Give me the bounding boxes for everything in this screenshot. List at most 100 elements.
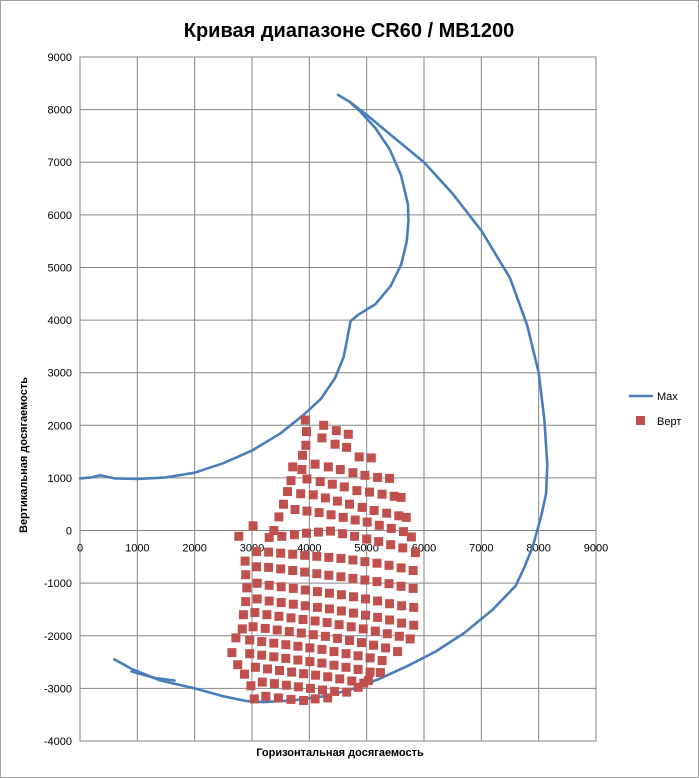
data-point-vert (372, 558, 382, 568)
y-tick-label: 2000 (48, 420, 72, 432)
data-point-vert (324, 588, 334, 598)
data-point-vert (314, 527, 323, 537)
data-point-vert (377, 656, 387, 665)
data-point-vert (288, 583, 298, 593)
data-point-vert (281, 640, 291, 650)
data-point-vert (361, 594, 370, 604)
data-point-vert (288, 566, 298, 575)
data-point-vert (261, 691, 271, 701)
legend-marker-swatch (636, 416, 645, 425)
data-point-vert (369, 506, 379, 515)
data-point-vert (408, 566, 418, 575)
data-point-vert (341, 662, 351, 672)
data-point-vert (373, 612, 383, 622)
data-point-vert (330, 439, 340, 449)
data-point-vert (264, 562, 274, 572)
data-point-vert (300, 585, 310, 595)
data-point-vert (342, 442, 352, 452)
data-point-vert (264, 532, 274, 542)
data-point-vert (305, 657, 315, 667)
data-point-vert (329, 647, 339, 657)
data-point-vert (385, 473, 395, 483)
data-point-vert (336, 590, 346, 600)
y-tick-label: 0 (66, 526, 72, 538)
data-point-vert (237, 624, 247, 634)
data-point-vert (345, 499, 354, 509)
x-tick-label: 9000 (584, 543, 608, 555)
data-point-vert (381, 643, 391, 653)
data-point-vert (405, 634, 415, 644)
data-point-vert (312, 569, 322, 579)
data-point-vert (299, 669, 309, 679)
data-point-vert (324, 552, 334, 562)
data-point-vert (386, 523, 396, 533)
series-points (227, 415, 420, 705)
data-point-vert (269, 679, 279, 689)
data-point-vert (231, 633, 241, 643)
data-point-vert (257, 677, 267, 687)
y-tick-label: 3000 (48, 368, 72, 380)
data-point-vert (242, 583, 252, 593)
data-point-vert (372, 577, 382, 587)
legend: Max Верт (629, 391, 681, 428)
data-point-vert (329, 660, 339, 670)
data-point-vert (293, 641, 303, 651)
data-point-vert (296, 628, 306, 638)
data-point-vert (301, 440, 311, 450)
data-point-vert (370, 626, 380, 636)
data-point-vert (357, 638, 366, 648)
data-point-vert (317, 644, 327, 654)
data-point-vert (272, 625, 282, 635)
data-point-vert (382, 629, 392, 639)
data-point-vert (281, 680, 291, 690)
data-point-vert (276, 564, 286, 574)
data-point-vert (341, 649, 351, 659)
data-point-vert (357, 502, 367, 512)
data-point-vert (314, 508, 324, 518)
data-point-vert (284, 627, 294, 637)
data-point-vert (373, 472, 383, 482)
data-point-vert (336, 572, 346, 582)
data-point-vert (366, 453, 376, 463)
data-point-vert (252, 562, 262, 572)
data-point-vert (322, 618, 332, 628)
data-point-vert (361, 610, 370, 620)
y-tick-label: 7000 (48, 157, 72, 169)
data-point-vert (384, 560, 394, 570)
data-point-vert (276, 548, 286, 558)
data-point-vert (327, 479, 337, 489)
data-point-vert (336, 553, 346, 563)
data-point-vert (317, 433, 327, 443)
y-tick-label: -1000 (44, 578, 72, 590)
data-point-vert (331, 426, 341, 436)
data-point-vert (410, 548, 420, 558)
data-point-vert (409, 620, 419, 630)
data-point-vert (320, 631, 330, 641)
data-point-vert (396, 492, 406, 502)
data-point-vert (348, 573, 358, 583)
data-point-vert (312, 551, 322, 561)
data-point-vert (275, 666, 284, 675)
data-point-vert (338, 512, 348, 522)
data-point-vert (297, 465, 307, 474)
data-point-vert (300, 567, 310, 577)
data-point-vert (238, 610, 248, 620)
data-point-vert (241, 570, 251, 580)
data-point-vert (302, 427, 311, 437)
data-point-vert (252, 547, 262, 557)
data-point-vert (245, 635, 255, 645)
series-line-max (78, 93, 410, 481)
data-point-vert (312, 602, 322, 612)
data-point-vert (269, 638, 279, 648)
data-point-vert (318, 685, 327, 695)
data-point-vert (360, 575, 370, 585)
data-point-vert (406, 532, 416, 542)
data-point-vert (398, 527, 408, 537)
data-point-vert (377, 489, 387, 499)
data-point-vert (276, 598, 286, 608)
data-point-vert (320, 493, 330, 503)
data-point-vert (293, 682, 303, 692)
data-point-vert (396, 581, 406, 591)
data-point-vert (394, 631, 404, 641)
data-point-vert (310, 459, 320, 469)
